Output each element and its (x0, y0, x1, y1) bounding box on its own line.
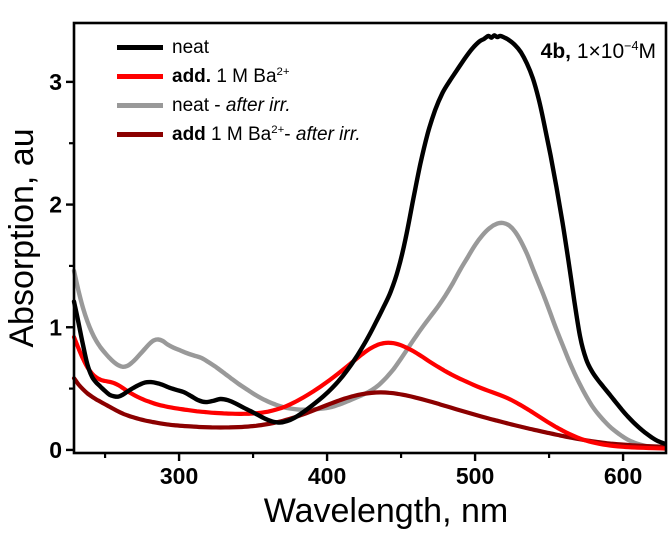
legend-item-neat-after-irr: neat - after irr. (117, 91, 361, 120)
text-segment: - (284, 123, 296, 145)
text-segment: −4 (624, 39, 639, 54)
legend-label: add. 1 M Ba2+ (172, 66, 290, 88)
text-segment: 4b, (540, 40, 571, 63)
y-tick-label: 3 (49, 69, 62, 95)
legend: neat add. 1 M Ba2+ neat - after irr. add 1 … (117, 33, 361, 149)
legend-line-swatch (117, 132, 163, 137)
text-segment: neat (172, 36, 209, 58)
y-tick-label: 1 (49, 314, 62, 340)
x-tick-label: 400 (308, 463, 346, 489)
x-tick-label: 500 (456, 463, 494, 489)
legend-label: add 1 M Ba2+- after irr. (172, 124, 361, 146)
legend-label: neat - after irr. (172, 95, 291, 117)
text-segment: add. (172, 65, 212, 87)
y-axis-title: Absorption, au (3, 128, 41, 348)
text-segment: after irr. (225, 94, 291, 116)
text-segment: after irr. (295, 123, 361, 145)
y-tick-label: 2 (49, 192, 62, 218)
x-tick-label: 300 (160, 463, 198, 489)
legend-line-swatch (117, 45, 163, 50)
legend-item-add-1m-ba-after-irr: add 1 M Ba2+- after irr. (117, 120, 361, 149)
series-line-neat (71, 33, 667, 446)
text-segment: 2+ (276, 65, 290, 78)
text-segment: add (172, 123, 206, 145)
text-segment: 1×10 (571, 40, 625, 63)
plot-frame (72, 21, 668, 455)
legend-line-swatch (117, 74, 163, 79)
text-segment: neat - (172, 94, 226, 116)
y-tick-label: 0 (49, 437, 62, 463)
legend-item-neat: neat (117, 33, 361, 62)
text-segment: M (638, 40, 657, 63)
sample-annotation: 4b, 1×10−4M (540, 39, 657, 64)
x-tick-label: 600 (604, 463, 642, 489)
x-axis-title: Wavelength, nm (263, 492, 509, 530)
series-line-add-1m-ba-after-irr (71, 376, 667, 449)
legend-line-swatch (117, 103, 163, 108)
text-segment: 2+ (271, 123, 285, 136)
legend-label: neat (172, 37, 209, 59)
text-segment: 1 M Ba (205, 123, 272, 145)
legend-item-add-1m-ba: add. 1 M Ba2+ (117, 62, 361, 91)
text-segment: 1 M Ba (211, 65, 277, 87)
